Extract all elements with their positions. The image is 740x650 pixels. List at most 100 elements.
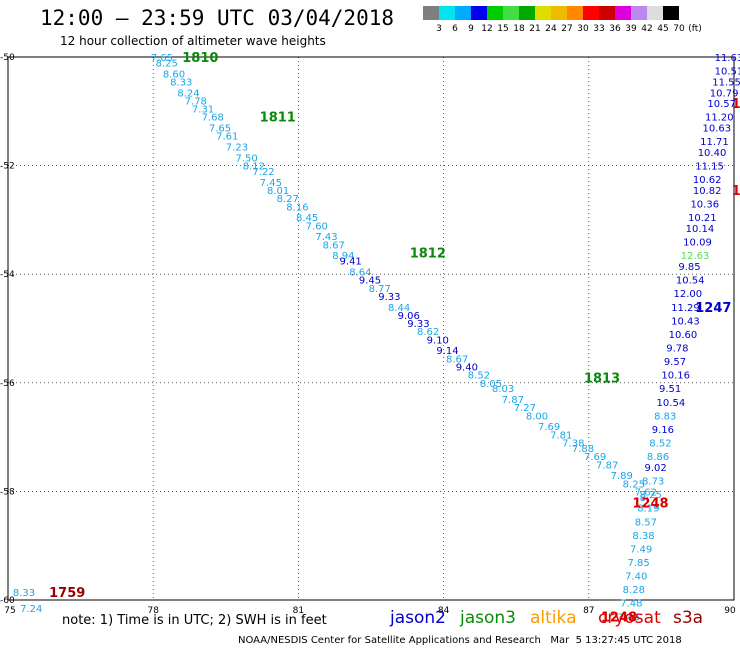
color-swatch [583, 6, 599, 20]
latitude-tick-label: -50 [0, 53, 15, 63]
pass-time-label: 1247 [695, 301, 731, 316]
wave-height-point: 11.20 [705, 113, 734, 124]
wave-height-point: 11.29 [671, 303, 700, 314]
wave-height-point: 7.81 [550, 430, 572, 441]
wave-height-point: 8.27 [277, 194, 299, 205]
wave-height-point: 8.33 [13, 588, 35, 599]
color-swatch [567, 6, 583, 20]
wave-height-point: 7.31 [192, 105, 214, 116]
wave-height-point: 8.57 [635, 517, 657, 528]
color-swatch [647, 6, 663, 20]
wave-height-point: 7.27 [514, 403, 536, 414]
pass-time-labels: 1810 1811 1812 1813 1247 1248 1248 1 12- 1759 [49, 51, 740, 625]
color-swatch [599, 6, 615, 20]
latitude-tick-label: -60 [0, 596, 15, 606]
footer-note-text: note: 1) Time is in UTC; 2) SWH is in fe… [62, 613, 327, 628]
color-scale-swatches [423, 6, 727, 20]
wave-height-point: 11.55 [712, 77, 740, 88]
legend-jason2: jason2 [390, 608, 446, 628]
color-scale-label: 39 [625, 24, 637, 34]
wave-height-point: 10.62 [693, 175, 722, 186]
pass-time-label: 1248 [601, 610, 637, 625]
wave-height-point: 10.14 [686, 224, 715, 235]
color-swatch [551, 6, 567, 20]
wave-height-point: 8.03 [492, 384, 514, 395]
legend-jason3: jason3 [460, 608, 516, 628]
map-title: 12:00 — 23:59 UTC 03/04/2018 [40, 6, 395, 30]
color-scale-label: 12 [481, 24, 493, 34]
wave-height-point: 10.79 [710, 88, 739, 99]
pass-time-label: 1810 [182, 51, 218, 66]
wave-height-point: 10.54 [676, 276, 705, 287]
wave-height-point: 11.15 [695, 162, 724, 173]
wave-height-point: 9.40 [456, 363, 478, 374]
color-swatch [535, 6, 551, 20]
wave-height-point: 7.88 [572, 444, 594, 455]
color-scale-label: 3 [436, 24, 442, 34]
color-swatch [439, 6, 455, 20]
wave-height-point: 8.25 [623, 479, 645, 490]
wave-height-point: 7.78 [185, 96, 207, 107]
color-scale-label: 18 [513, 24, 525, 34]
pass-time-label: 1812 [410, 246, 446, 261]
wave-height-point: 8.24 [177, 88, 199, 99]
wave-height-point: 9.14 [436, 346, 458, 357]
wave-height-point: 8.60 [163, 69, 185, 80]
latitude-tick-label: -52 [0, 162, 15, 172]
wave-height-point: 8 [640, 493, 646, 504]
longitude-tick-label: 84 [438, 606, 450, 616]
wave-height-point: 7.49 [630, 544, 652, 555]
wave-height-point: 8.83 [654, 411, 676, 422]
wave-height-point: 8.44 [388, 303, 410, 314]
color-swatch [663, 6, 679, 20]
color-scale-label: 27 [561, 24, 573, 34]
wave-height-point: 8.62 [417, 327, 439, 338]
axis-labels: 75 78 81 84 87 90 -50 -52 -54 -56 -58 -60 [0, 53, 736, 616]
pass-time-label: 1811 [260, 111, 296, 126]
longitude-tick-label: 81 [293, 606, 304, 616]
color-scale-label: 24 [545, 24, 557, 34]
graticule [8, 57, 734, 600]
credit-line: NOAA/NESDIS Center for Satellite Applica… [238, 635, 682, 646]
wave-height-point: 7.69 [538, 422, 560, 433]
wave-height-point: 10.82 [693, 186, 722, 197]
wave-height-point: 8.25 [156, 58, 178, 69]
pass-time-label: 1813 [584, 371, 620, 386]
wave-height-point: 7.85 [628, 558, 650, 569]
wave-height-point: 10.60 [669, 330, 698, 341]
color-scale-label: 30 [577, 24, 589, 34]
wave-height-point: 7.45 [618, 612, 640, 623]
wave-height-point: 8.45 [296, 213, 318, 224]
wave-height-point: 8.05 [480, 379, 502, 390]
wave-height-points: 7.658.258.608.338.247.787.317.687.657.61… [13, 53, 740, 623]
wave-height-point: 9.06 [398, 311, 420, 322]
color-scale-label: (ft) [688, 24, 702, 34]
wave-height-point: 9.78 [666, 344, 688, 355]
pass-time-label: 1 [732, 97, 740, 112]
wave-height-point: 8.12 [243, 162, 265, 173]
wave-height-point: 8.19 [637, 504, 659, 515]
wave-height-point: 8.52 [649, 439, 671, 450]
wave-height-point: 9.16 [652, 425, 674, 436]
legend-s3a: s3a [673, 608, 704, 628]
wave-height-point: 10.57 [707, 99, 736, 110]
color-scale-label: 33 [593, 24, 605, 34]
color-swatch [631, 6, 647, 20]
wave-height-point: 7.48 [620, 599, 642, 610]
wave-height-point: 9.45 [359, 276, 381, 287]
wave-height-point: 8.52 [468, 371, 490, 382]
color-swatch [503, 6, 519, 20]
color-scale-labels: 3 6 9 12 15 18 21 24 27 30 33 36 39 42 45 70 (ft) [423, 24, 727, 36]
wave-height-point: 11.63 [715, 53, 740, 64]
wave-height-point: 7.61 [216, 132, 238, 143]
latitude-tick-label: -54 [0, 270, 15, 280]
wave-height-point: 8.28 [623, 585, 645, 596]
wave-height-point: 9.33 [378, 292, 400, 303]
color-swatch [487, 6, 503, 20]
wave-height-point: 7.50 [235, 153, 257, 164]
longitude-tick-label: 75 [4, 606, 15, 616]
wave-height-point: 11.71 [700, 137, 729, 148]
wave-height-point: 8.38 [632, 531, 654, 542]
wave-height-point: 10.40 [698, 148, 727, 159]
